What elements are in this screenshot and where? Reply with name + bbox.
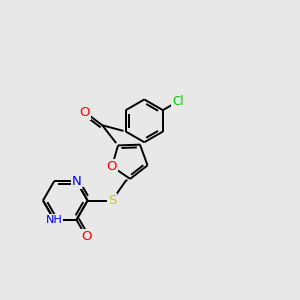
Text: O: O: [107, 160, 117, 173]
Text: N: N: [72, 175, 81, 188]
Text: Cl: Cl: [172, 95, 184, 108]
Text: O: O: [81, 230, 91, 243]
Text: NH: NH: [46, 215, 62, 225]
Text: S: S: [108, 194, 116, 207]
Text: O: O: [80, 106, 90, 118]
